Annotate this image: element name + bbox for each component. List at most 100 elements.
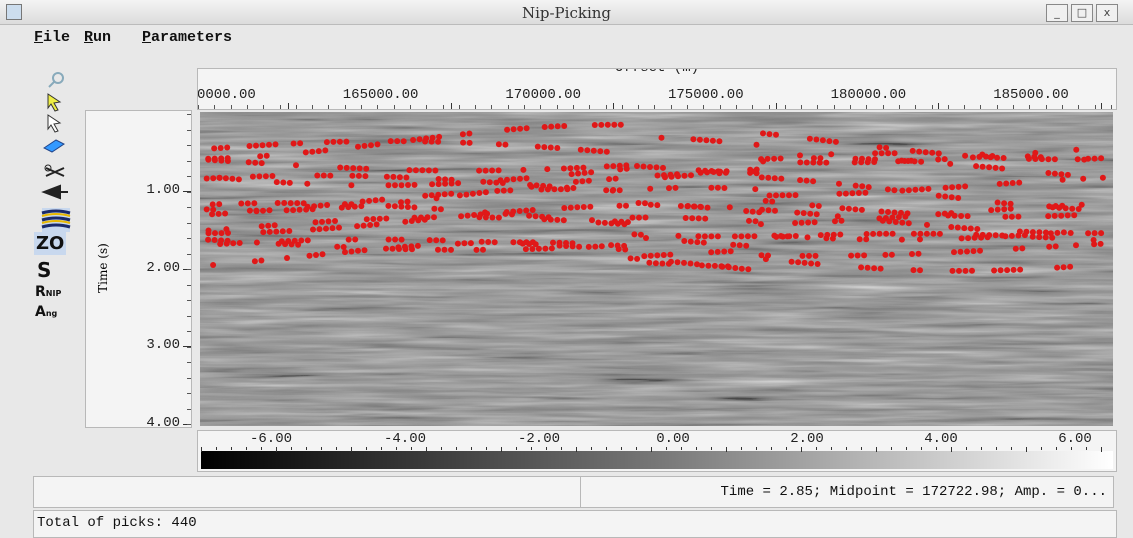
select-tool[interactable]	[48, 115, 60, 132]
colorbar-minor-tick	[366, 447, 367, 450]
pick-dot	[848, 253, 854, 259]
pick-dot	[826, 138, 832, 144]
offset-axis-label: Offset (m)	[198, 68, 1116, 76]
s-tool[interactable]: S	[37, 258, 51, 282]
pick-dot	[759, 207, 765, 213]
minimize-button[interactable]: _	[1046, 4, 1068, 22]
pick-dot	[344, 165, 350, 171]
pick-dot	[471, 212, 477, 218]
pick-dot	[304, 181, 310, 187]
pick-dot	[465, 213, 471, 219]
pick-dot	[995, 207, 1001, 213]
pick-dot	[1091, 241, 1097, 247]
pick-dot	[807, 136, 813, 142]
pick-dot	[970, 154, 976, 160]
pick-dot	[758, 221, 764, 227]
maximize-button[interactable]: □	[1071, 4, 1093, 22]
pick-dot	[662, 174, 668, 180]
pick-dot	[647, 164, 653, 170]
offset-minor-tick	[671, 105, 672, 109]
pick-dot	[879, 209, 885, 215]
pick-dot	[1053, 243, 1059, 249]
offset-minor-tick	[410, 105, 411, 109]
pick-dot	[422, 139, 428, 145]
pick-dot	[524, 175, 530, 181]
pick-dot	[1031, 154, 1037, 160]
pick-dot	[363, 166, 369, 172]
pick-dot	[935, 211, 941, 217]
zoom-tool[interactable]	[53, 73, 63, 83]
pick-dot	[534, 182, 540, 188]
pick-dot	[303, 149, 309, 155]
colorbar-minor-tick	[786, 447, 787, 450]
pick-dot	[863, 236, 869, 242]
colorbar-minor-tick	[1011, 447, 1012, 450]
pick-dot	[955, 195, 961, 201]
menu-file[interactable]: File	[34, 29, 70, 46]
pick-dot	[494, 188, 500, 194]
pick-dot	[426, 167, 432, 173]
offset-minor-tick	[198, 105, 199, 109]
colorbar-minor-tick	[756, 447, 757, 450]
time-tick-label: 2.00	[124, 260, 180, 276]
pick-dot	[818, 232, 824, 238]
pick-dot	[1052, 171, 1058, 177]
pick-dot	[1069, 206, 1075, 212]
pick-dot	[548, 124, 554, 130]
erase-tool[interactable]	[44, 140, 64, 152]
colorbar-minor-tick	[771, 447, 772, 450]
pick-dot	[224, 241, 230, 247]
pick-dot	[1092, 156, 1098, 162]
pick-dot	[997, 181, 1003, 187]
pick-dot	[769, 199, 775, 205]
ang-tool[interactable]: Ang	[35, 304, 57, 320]
pick-dot	[615, 221, 621, 227]
pick-dot	[660, 165, 666, 171]
menu-parameters[interactable]: Parameters	[142, 29, 232, 46]
pick-dot	[732, 265, 738, 271]
pick-tool[interactable]	[48, 94, 60, 111]
pick-dot	[716, 170, 722, 176]
pick-dot	[918, 159, 924, 165]
pick-dot	[682, 173, 688, 179]
pick-dot	[942, 156, 948, 162]
close-button[interactable]: x	[1096, 4, 1118, 22]
pick-dot	[597, 148, 603, 154]
pick-dot	[254, 240, 260, 246]
pick-dot	[911, 231, 917, 237]
pick-dot	[980, 232, 986, 238]
pick-dot	[924, 222, 930, 228]
pick-dot	[530, 239, 536, 245]
menu-run[interactable]: Run	[84, 29, 111, 46]
pick-dot	[870, 231, 876, 237]
pick-dot	[529, 184, 535, 190]
pick-dot	[337, 165, 343, 171]
pick-dot	[917, 231, 923, 237]
move-tool[interactable]	[44, 186, 68, 198]
pick-dot	[965, 213, 971, 219]
pick-dot	[412, 215, 418, 221]
pick-dot	[817, 155, 823, 161]
menu-bar: File Run Parameters	[0, 25, 1133, 51]
colorbar-tick-label: -4.00	[365, 431, 445, 447]
pick-dot	[305, 237, 311, 243]
pick-dot	[1054, 265, 1060, 271]
pick-dot	[1009, 233, 1015, 239]
cut-tool[interactable]	[46, 168, 64, 176]
zo-tool[interactable]: ZO	[34, 232, 66, 255]
colorbar-minor-tick	[891, 447, 892, 450]
colorbar-minor-tick	[381, 447, 382, 450]
pick-dot	[692, 204, 698, 210]
colorbar-minor-tick	[981, 447, 982, 450]
pick-dot	[805, 220, 811, 226]
pick-dot	[367, 222, 373, 228]
seismic-section[interactable]	[200, 112, 1113, 426]
offset-minor-tick	[573, 105, 574, 109]
colorbar-minor-tick	[696, 447, 697, 450]
pick-dot	[384, 174, 390, 180]
colorbar-minor-tick	[951, 447, 952, 452]
pick-dot	[229, 176, 235, 182]
pick-dot	[654, 252, 660, 258]
rnip-tool[interactable]: RNIP	[35, 284, 61, 300]
pick-dot	[269, 173, 275, 179]
